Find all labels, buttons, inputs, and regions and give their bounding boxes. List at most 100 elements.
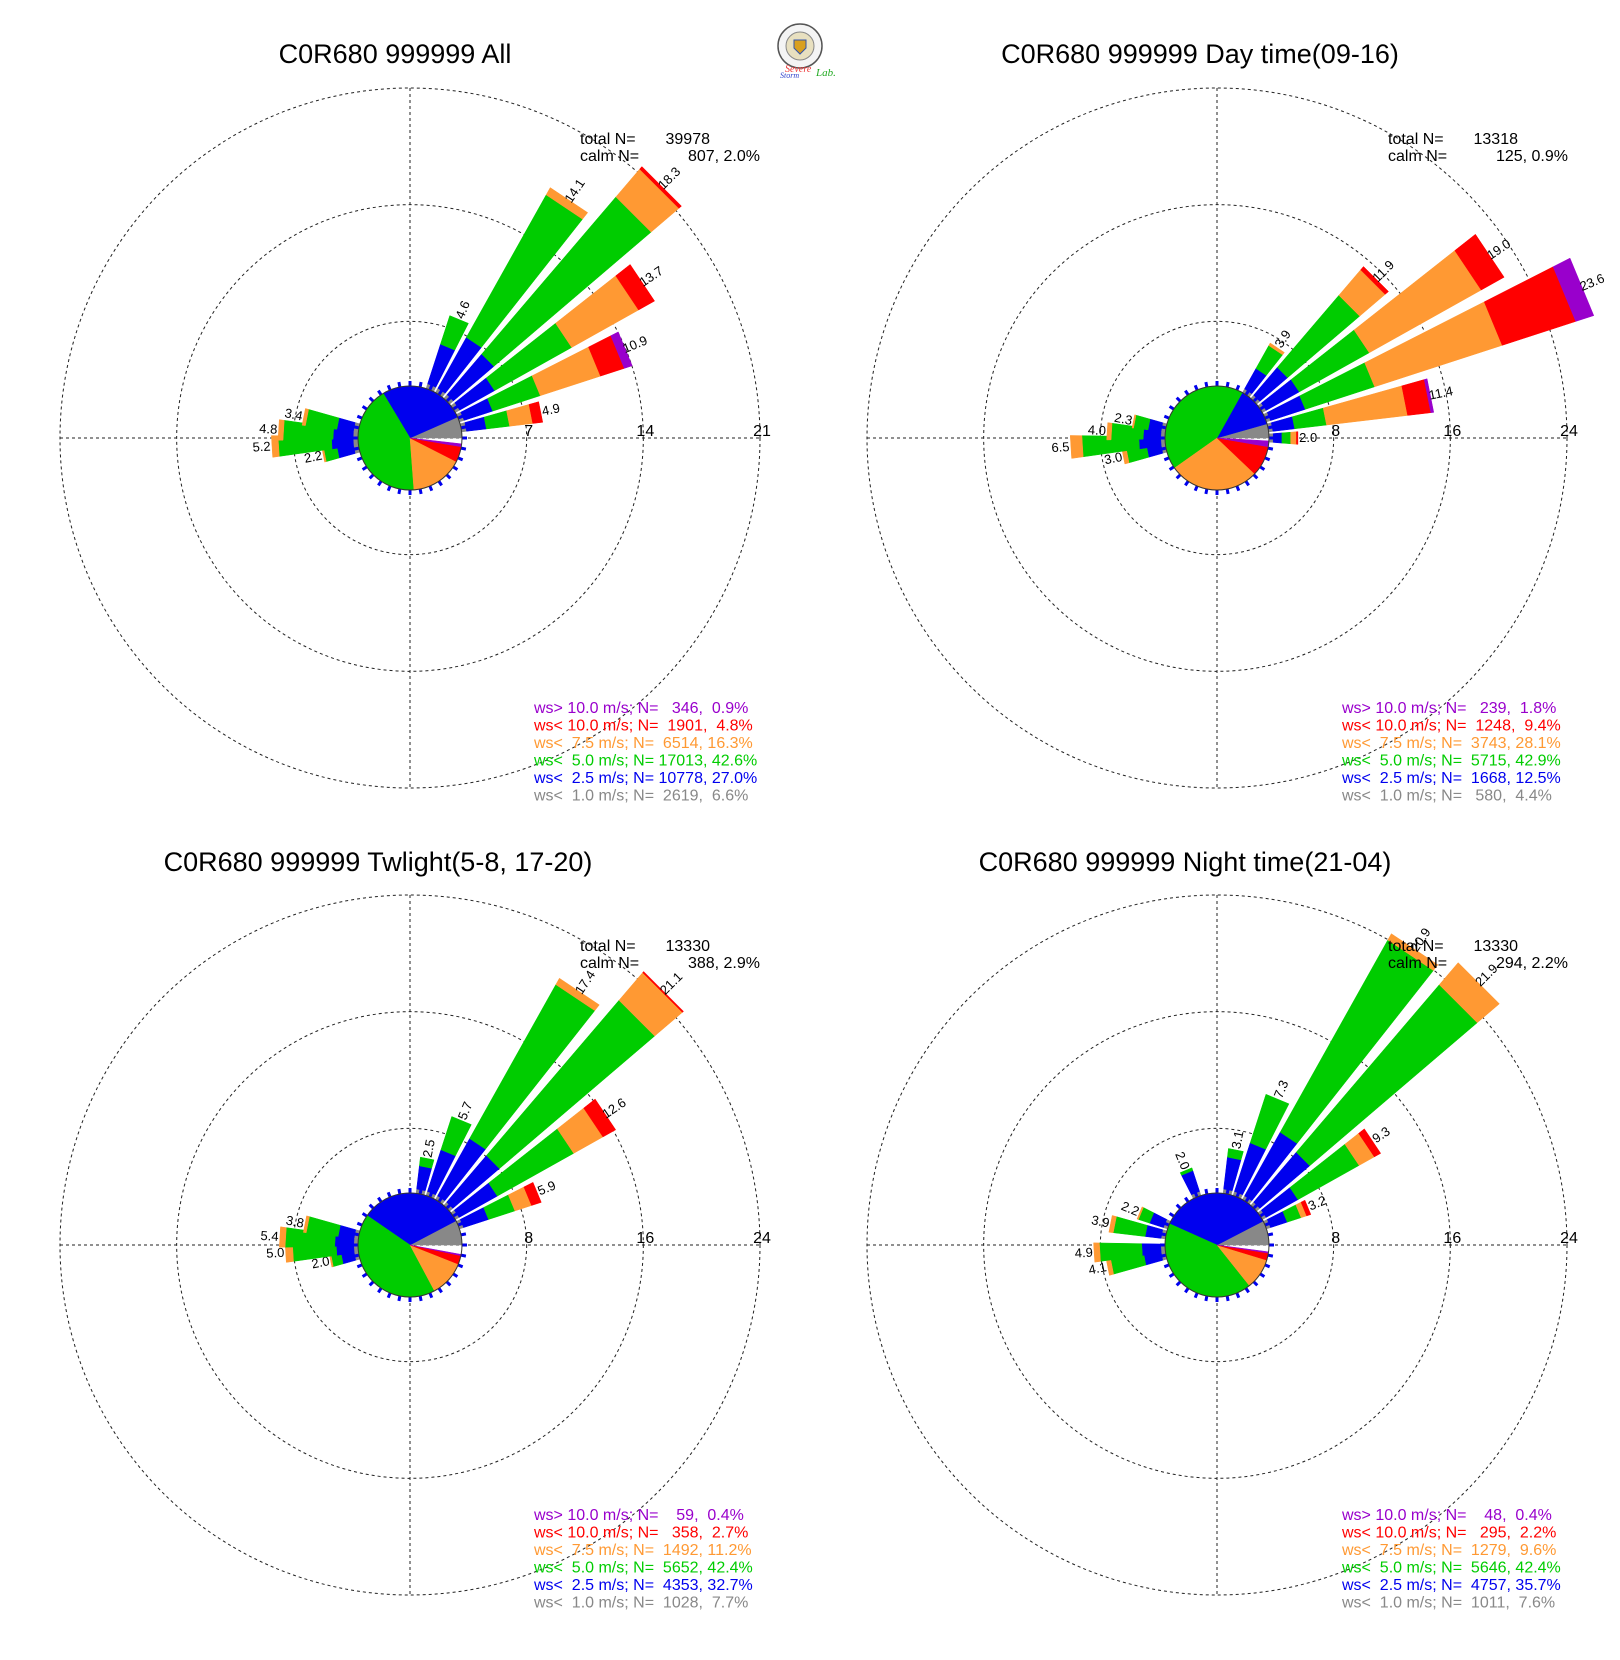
petal: 21.1	[443, 969, 685, 1212]
petal-segment	[1423, 378, 1435, 413]
petal-label: 23.6	[1577, 270, 1606, 294]
petal-segment	[523, 1181, 542, 1206]
direction-tick	[1252, 473, 1259, 480]
logo-text-severe: Severe	[785, 64, 812, 75]
calm-value: 388, 2.9%	[688, 955, 760, 972]
direction-tick	[1264, 1263, 1271, 1269]
petal: 12.6	[450, 1095, 629, 1220]
petal: 3.1	[1222, 1129, 1247, 1196]
petals: 2.55.717.4 21.112.65.92.05.05.43.8	[260, 967, 685, 1271]
direction-tick	[1175, 473, 1182, 480]
direction-tick	[1160, 1253, 1167, 1258]
direction-tick	[1193, 384, 1199, 391]
direction-tick	[1244, 480, 1250, 487]
petal-segment	[1108, 1215, 1117, 1233]
stats-block: total N= 13330 calm N= 294, 2.2%	[1388, 938, 1568, 972]
direction-tick	[1184, 389, 1190, 396]
direction-tick	[452, 1272, 459, 1278]
petal-segment	[1272, 432, 1283, 444]
legend-entry: ws< 5.0 m/s; N= 5652, 42.4%	[533, 1560, 753, 1577]
petal-label: 5.2	[252, 439, 271, 455]
stats-block: total N= 13330 calm N= 388, 2.9%	[580, 938, 760, 972]
direction-tick	[1204, 488, 1209, 495]
chart-title: C0R680 999999 Night time(21-04)	[979, 847, 1392, 877]
petals: 3.911.919.023.611.42.03.06.54.02.3	[1051, 233, 1607, 467]
direction-tick	[377, 480, 383, 487]
direction-tick	[1204, 1295, 1209, 1302]
legend-entry: ws< 1.0 m/s; N= 1028, 7.7%	[533, 1595, 748, 1612]
direction-ticks	[1160, 1188, 1274, 1302]
direction-tick	[1252, 1203, 1259, 1210]
direction-tick	[437, 1287, 443, 1294]
direction-tick	[1252, 1280, 1259, 1287]
direction-tick	[361, 1212, 368, 1218]
direction-tick	[1193, 1292, 1199, 1299]
legend-entry: ws< 7.5 m/s; N= 3743, 28.1%	[1341, 735, 1561, 752]
petal: 5.9	[456, 1177, 558, 1230]
speed-pie	[357, 385, 463, 491]
direction-tick	[1163, 1263, 1170, 1269]
direction-tick	[397, 1295, 402, 1302]
direction-tick	[353, 446, 360, 451]
legend-entry: ws< 2.5 m/s; N= 4757, 35.7%	[1341, 1577, 1561, 1594]
petal-segment	[279, 1226, 287, 1248]
ring-label: 7	[524, 423, 533, 440]
direction-tick	[1264, 456, 1271, 462]
petal-segment	[610, 331, 633, 369]
petal-segment	[1296, 431, 1299, 445]
stats-block: total N= 39978 calm N= 807, 2.0%	[580, 131, 760, 165]
direction-tick	[452, 1212, 459, 1218]
direction-tick	[1235, 1191, 1241, 1198]
petal-segment	[1144, 1225, 1164, 1239]
direction-tick	[1225, 1188, 1230, 1195]
direction-tick	[452, 465, 459, 471]
chart-title: C0R680 999999 All	[279, 39, 512, 69]
petal-segment	[1147, 418, 1164, 432]
calm-label: calm N=	[1388, 148, 1447, 165]
petal-segment	[277, 419, 285, 441]
calm-label: calm N=	[580, 955, 639, 972]
petal-segment	[1133, 414, 1151, 431]
petal-segment	[1069, 435, 1084, 459]
petal: 13.7	[450, 263, 666, 413]
petal-segment	[1268, 342, 1285, 356]
direction-tick	[386, 384, 392, 391]
petal-label: 2.3	[1113, 410, 1134, 428]
petal-segment	[1093, 1242, 1101, 1263]
legend-entry: ws< 7.5 m/s; N= 6514, 16.3%	[533, 735, 753, 752]
total-label: total N=	[1388, 938, 1444, 955]
direction-tick	[386, 1191, 392, 1198]
direction-tick	[1163, 1221, 1170, 1227]
petal-label: 7.3	[1271, 1078, 1292, 1100]
petal-segment	[1360, 266, 1389, 295]
direction-tick	[428, 1191, 434, 1198]
legend-entry: ws< 2.5 m/s; N= 10778, 27.0%	[533, 770, 757, 787]
ring-label: 16	[636, 1230, 654, 1247]
direction-tick	[1193, 1191, 1199, 1198]
direction-tick	[361, 405, 368, 411]
petal-segment	[337, 1225, 357, 1239]
speed-pie	[357, 1192, 463, 1298]
direction-tick	[1244, 1196, 1250, 1203]
petal-label: 4.6	[452, 298, 473, 320]
petal-label: 5.0	[266, 1245, 285, 1261]
direction-tick	[397, 1188, 402, 1195]
legend-entry: ws> 10.0 m/s; N= 48, 0.4%	[1341, 1507, 1552, 1524]
speed-pie	[1164, 1192, 1270, 1298]
speed-pie	[1164, 385, 1270, 491]
petal-segment	[305, 1216, 341, 1237]
petal-segment	[506, 404, 534, 427]
petal-label: 6.5	[1051, 439, 1070, 455]
legend-entry: ws> 10.0 m/s; N= 239, 1.8%	[1341, 700, 1556, 717]
direction-tick	[1264, 1221, 1271, 1227]
direction-tick	[460, 1232, 467, 1237]
petal-segment	[305, 409, 340, 430]
direction-ticks	[1160, 381, 1274, 495]
petal-segment	[1131, 414, 1137, 429]
chart-title: C0R680 999999 Day time(09-16)	[1001, 39, 1399, 69]
direction-tick	[460, 446, 467, 451]
direction-tick	[368, 473, 375, 480]
direction-tick	[377, 389, 383, 396]
total-value: 13330	[1474, 938, 1519, 955]
petals: 4.614.1 18.313.710.94.92.25.24.83.4	[252, 164, 683, 466]
